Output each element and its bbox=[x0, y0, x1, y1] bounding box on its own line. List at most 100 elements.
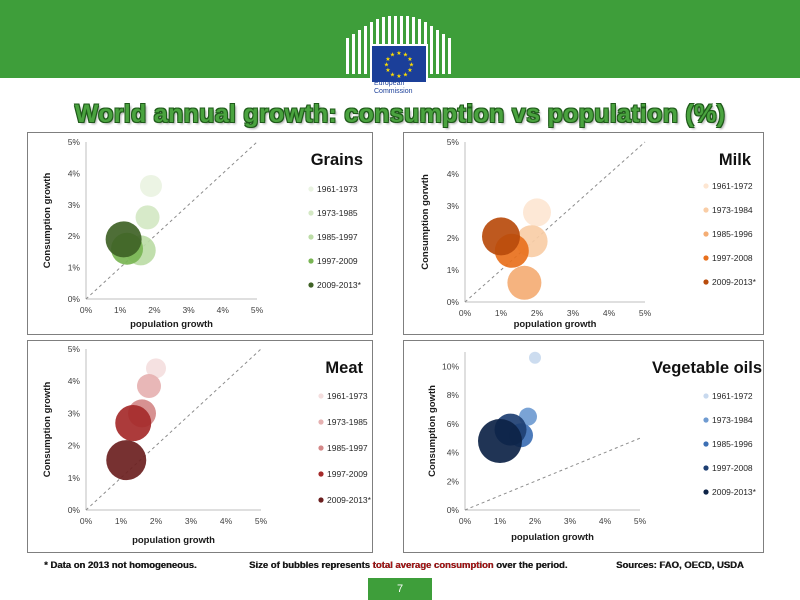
bubble-note-prefix: Size of bubbles represents bbox=[249, 560, 373, 571]
sources-note: Sources: FAO, OECD, USDA bbox=[616, 560, 744, 571]
x-tick-label: 3% bbox=[567, 308, 580, 318]
chart-title: Grains bbox=[311, 151, 363, 169]
chart-title: Meat bbox=[325, 359, 363, 377]
svg-text:★: ★ bbox=[396, 73, 401, 80]
legend-label: 1997-2008 bbox=[712, 463, 753, 473]
legend-marker bbox=[318, 419, 324, 425]
legend-marker bbox=[703, 279, 709, 285]
y-axis-label: Consumption growth bbox=[42, 382, 53, 478]
chart-title: Vegetable oils bbox=[652, 359, 762, 377]
y-tick-label: 4% bbox=[447, 169, 460, 179]
x-tick-label: 1% bbox=[494, 516, 507, 526]
bubble-1985-1996 bbox=[507, 265, 542, 300]
y-tick-label: 0% bbox=[68, 505, 81, 515]
svg-text:★: ★ bbox=[407, 56, 412, 63]
legend-marker bbox=[703, 417, 709, 423]
x-tick-label: 4% bbox=[217, 305, 230, 315]
bubble-2009-2013 bbox=[106, 440, 147, 481]
logo-text: European Commission bbox=[374, 80, 434, 96]
x-tick-label: 2% bbox=[148, 305, 161, 315]
y-tick-label: 0% bbox=[447, 505, 460, 515]
legend-label: 1985-1997 bbox=[327, 443, 368, 453]
x-tick-label: 4% bbox=[599, 516, 612, 526]
european-commission-logo: ★ ★ ★ ★ ★ ★ ★ ★ ★ ★ ★ ★ European Commission bbox=[338, 16, 462, 102]
x-tick-label: 0% bbox=[80, 305, 93, 315]
svg-text:★: ★ bbox=[409, 62, 414, 69]
legend-marker bbox=[703, 207, 709, 213]
milk-chart: 0% 1% 2% 3% 4% 5% 0% 1% 2% 3% 4% 5% population growt… bbox=[420, 137, 757, 330]
x-tick-label: 2% bbox=[150, 516, 163, 526]
legend-label: 1961-1973 bbox=[327, 391, 368, 401]
x-tick-label: 0% bbox=[459, 516, 472, 526]
chart-panel-milk: 0% 1% 2% 3% 4% 5% 0% 1% 2% 3% 4% 5% population growt… bbox=[403, 132, 764, 335]
y-tick-label: 4% bbox=[68, 168, 81, 178]
grains-chart: 0% 1% 2% 3% 4% 5% 0% 1% 2% 3% 4% 5% population growt… bbox=[42, 137, 363, 330]
x-tick-label: 3% bbox=[182, 305, 195, 315]
eu-flag-icon: ★ ★ ★ ★ ★ ★ ★ ★ ★ ★ ★ ★ bbox=[370, 44, 428, 84]
chart-panel-vegetable-oils: 0% 1% 2% 3% 4% 5% 0% 2% 4% 6% 8% 10% population grow… bbox=[403, 340, 764, 553]
chart-title: Milk bbox=[719, 151, 752, 169]
legend-marker bbox=[308, 210, 314, 216]
reference-line bbox=[464, 141, 646, 303]
x-tick-label: 2% bbox=[529, 516, 542, 526]
y-axis-label: Consumption gorwth bbox=[420, 174, 431, 270]
legend-label: 1961-1972 bbox=[712, 181, 753, 191]
legend-label: 1997-2008 bbox=[712, 253, 753, 263]
x-axis-label: population growth bbox=[514, 319, 597, 330]
svg-text:★: ★ bbox=[390, 72, 395, 79]
bubble-1973-1985 bbox=[137, 374, 161, 399]
bubble-1961-1972 bbox=[523, 198, 551, 227]
logo-text-line1: European bbox=[374, 80, 405, 87]
svg-text:★: ★ bbox=[407, 67, 412, 74]
legend-marker bbox=[318, 471, 324, 477]
legend-label: 1997-2009 bbox=[317, 256, 358, 266]
chart-panel-grains: 0% 1% 2% 3% 4% 5% 0% 1% 2% 3% 4% 5% population growt… bbox=[27, 132, 373, 335]
y-axis-label: Consumption growth bbox=[42, 173, 53, 269]
y-tick-label: 2% bbox=[447, 233, 460, 243]
y-tick-label: 2% bbox=[68, 231, 81, 241]
svg-text:★: ★ bbox=[384, 62, 389, 69]
svg-text:★: ★ bbox=[390, 52, 395, 59]
reference-line bbox=[85, 141, 258, 300]
legend-marker bbox=[308, 186, 314, 192]
y-tick-label: 4% bbox=[447, 448, 460, 458]
legend-label: 1973-1984 bbox=[712, 205, 753, 215]
x-axis-label: population growth bbox=[511, 532, 594, 543]
bubble-2009-2013 bbox=[482, 217, 520, 256]
y-tick-label: 2% bbox=[447, 476, 460, 486]
bubble-note-highlight: total average consumption bbox=[372, 560, 494, 571]
y-tick-label: 10% bbox=[442, 361, 459, 371]
x-tick-label: 3% bbox=[564, 516, 577, 526]
legend-label: 2009-2013* bbox=[712, 487, 757, 497]
svg-text:★: ★ bbox=[396, 50, 401, 57]
y-tick-label: 5% bbox=[447, 137, 460, 147]
x-tick-label: 4% bbox=[220, 516, 233, 526]
x-tick-label: 1% bbox=[114, 305, 127, 315]
x-tick-label: 5% bbox=[634, 516, 647, 526]
legend-label: 1961-1973 bbox=[317, 184, 358, 194]
legend-marker bbox=[318, 497, 324, 503]
bubble-2009-2013 bbox=[478, 419, 522, 464]
legend-label: 1997-2009 bbox=[327, 469, 368, 479]
legend-marker bbox=[703, 183, 709, 189]
x-tick-label: 5% bbox=[639, 308, 652, 318]
x-axis-label: population growth bbox=[132, 535, 215, 546]
bubble-2009-2013 bbox=[105, 221, 142, 258]
y-tick-label: 5% bbox=[68, 137, 81, 147]
legend-marker bbox=[318, 393, 324, 399]
y-tick-label: 4% bbox=[68, 376, 81, 386]
x-tick-label: 1% bbox=[495, 308, 508, 318]
bubble-1961-1972 bbox=[529, 351, 541, 364]
svg-text:★: ★ bbox=[385, 67, 390, 74]
footnote: * Data on 2013 not homogeneous. bbox=[44, 560, 197, 571]
legend-marker bbox=[703, 231, 709, 237]
x-tick-label: 4% bbox=[603, 308, 616, 318]
y-tick-label: 3% bbox=[68, 408, 81, 418]
bubble-1973-1985 bbox=[135, 205, 160, 230]
y-tick-label: 6% bbox=[447, 419, 460, 429]
vegetable-oils-chart: 0% 1% 2% 3% 4% 5% 0% 2% 4% 6% 8% 10% population grow… bbox=[427, 351, 762, 543]
x-tick-label: 5% bbox=[251, 305, 264, 315]
svg-text:★: ★ bbox=[403, 52, 408, 59]
legend-label: 1985-1996 bbox=[712, 439, 753, 449]
y-tick-label: 1% bbox=[68, 263, 81, 273]
